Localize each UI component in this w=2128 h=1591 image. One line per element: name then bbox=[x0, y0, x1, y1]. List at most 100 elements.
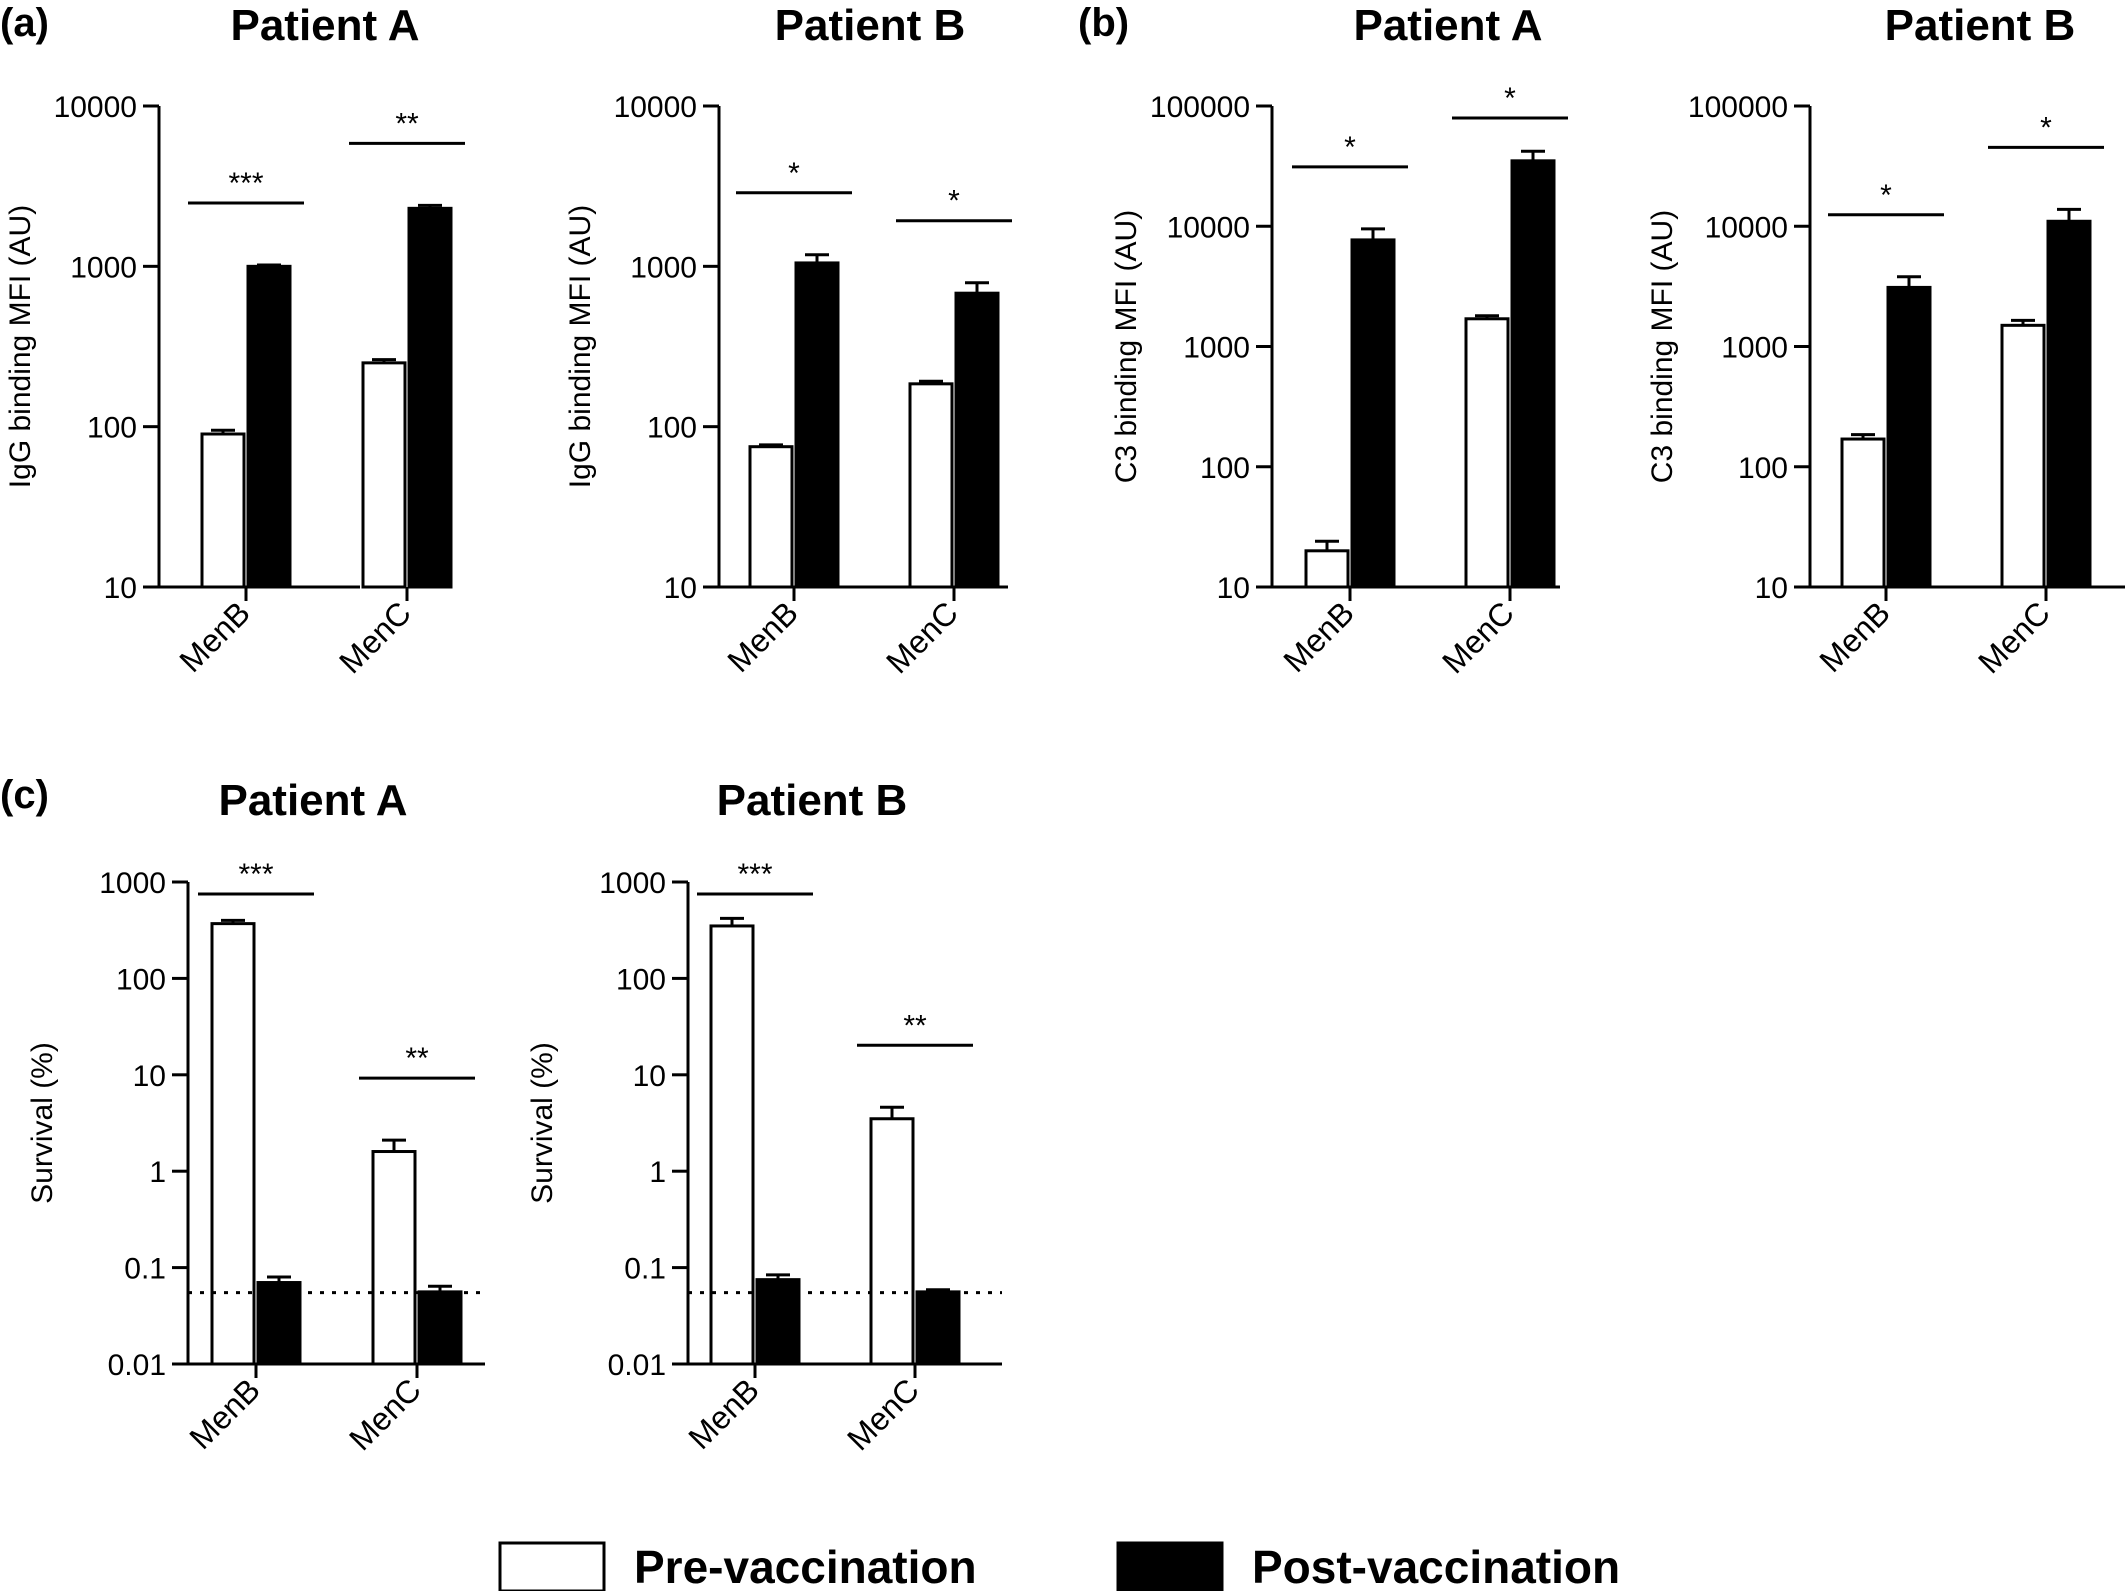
legend-post-label: Post-vaccination bbox=[1252, 1541, 1620, 1591]
category-label: MenC bbox=[332, 594, 418, 680]
y-tick-label: 10 bbox=[133, 1060, 166, 1093]
bar-post-menc bbox=[915, 1290, 961, 1366]
bar-pre-menb bbox=[748, 445, 794, 589]
chart-1: Patient A 10 100 1000 10000 IgG binding MFI (… bbox=[4, 1, 465, 680]
bar-pre-menc bbox=[2000, 323, 2046, 589]
y-tick-label: 10 bbox=[633, 1060, 666, 1093]
category-label: MenB bbox=[182, 1371, 267, 1456]
legend-pre-label: Pre-vaccination bbox=[634, 1541, 977, 1591]
significance-label: ** bbox=[395, 107, 419, 140]
bar-pre-menb bbox=[200, 432, 246, 589]
chart-2: Patient B 10 100 1000 10000 IgG binding MFI (… bbox=[564, 1, 1012, 680]
y-tick-label: 0.1 bbox=[124, 1253, 166, 1286]
bar-pre-menc bbox=[1464, 317, 1510, 589]
y-axis-label: C3 binding MFI (AU) bbox=[1110, 210, 1143, 483]
significance-label: *** bbox=[737, 858, 772, 891]
category-label: MenB bbox=[1812, 594, 1897, 679]
bar-pre-menc bbox=[908, 382, 954, 589]
significance-label: *** bbox=[228, 167, 263, 200]
category-label: MenC bbox=[840, 1371, 926, 1457]
y-tick-label: 10 bbox=[104, 572, 137, 605]
bar-post-menb bbox=[794, 261, 840, 589]
panel-label-a: (a) bbox=[0, 1, 49, 45]
bar-pre-menc bbox=[361, 361, 407, 589]
chart-6: Patient B 0.01 0.1 1 10 100 1000 Survival (%) Me… bbox=[526, 776, 1002, 1457]
bar-post-menc bbox=[2046, 219, 2092, 589]
panel-label-c: (c) bbox=[0, 773, 49, 817]
category-label: MenC bbox=[879, 594, 965, 680]
y-tick-label: 100 bbox=[616, 963, 666, 996]
y-tick-label: 0.01 bbox=[108, 1349, 166, 1382]
chart-title: Patient A bbox=[230, 1, 419, 50]
category-label: MenC bbox=[342, 1371, 428, 1457]
bar-pre-menb bbox=[1840, 437, 1886, 589]
y-tick-label: 1000 bbox=[1721, 332, 1788, 365]
y-tick-label: 100 bbox=[87, 412, 137, 445]
y-axis-label: IgG binding MFI (AU) bbox=[4, 205, 37, 488]
bar-post-menc bbox=[407, 206, 453, 589]
category-label: MenC bbox=[1435, 594, 1521, 680]
significance-label: * bbox=[2040, 111, 2052, 144]
y-tick-label: 1 bbox=[649, 1156, 666, 1189]
y-tick-label: 10000 bbox=[614, 91, 697, 124]
category-label: MenB bbox=[720, 594, 805, 679]
significance-label: *** bbox=[238, 858, 273, 891]
bar-pre-menb bbox=[1304, 549, 1350, 589]
legend-post-swatch bbox=[1116, 1541, 1224, 1591]
y-tick-label: 1 bbox=[149, 1156, 166, 1189]
legend: Pre-vaccination Post-vaccination bbox=[498, 1541, 1620, 1591]
significance-label: * bbox=[948, 185, 960, 218]
bar-post-menc bbox=[954, 291, 1000, 589]
bar-post-menb bbox=[1350, 238, 1396, 589]
y-tick-label: 1000 bbox=[70, 251, 137, 284]
y-tick-label: 100 bbox=[116, 963, 166, 996]
y-axis-label: IgG binding MFI (AU) bbox=[564, 205, 597, 488]
bar-post-menb bbox=[1886, 285, 1932, 589]
y-tick-label: 1000 bbox=[1183, 332, 1250, 365]
category-label: MenB bbox=[681, 1371, 766, 1456]
panel-label-b: (b) bbox=[1078, 1, 1129, 45]
charts: Patient A 10 100 1000 10000 IgG binding MFI (… bbox=[4, 1, 2125, 1457]
significance-label: * bbox=[1344, 131, 1356, 164]
chart-title: Patient A bbox=[1353, 1, 1542, 50]
y-tick-label: 10 bbox=[664, 572, 697, 605]
y-axis-label: C3 binding MFI (AU) bbox=[1646, 210, 1679, 483]
bar-pre-menb bbox=[709, 924, 755, 1366]
chart-title: Patient A bbox=[218, 776, 407, 825]
y-tick-label: 10000 bbox=[54, 91, 137, 124]
y-tick-label: 10 bbox=[1755, 572, 1788, 605]
significance-label: * bbox=[788, 157, 800, 190]
significance-label: ** bbox=[405, 1042, 429, 1075]
y-tick-label: 10000 bbox=[1705, 211, 1788, 244]
bar-post-menc bbox=[417, 1290, 463, 1366]
chart-5: Patient A 0.01 0.1 1 10 100 1000 Survival (%) Me… bbox=[26, 776, 485, 1457]
category-label: MenB bbox=[1276, 594, 1361, 679]
chart-3: Patient A 10 100 1000 10000 100000 C3 binding … bbox=[1110, 1, 1568, 680]
bar-pre-menc bbox=[869, 1117, 915, 1366]
legend-pre-swatch bbox=[498, 1541, 606, 1591]
chart-4: Patient B 10 100 1000 10000 100000 C3 binding … bbox=[1646, 1, 2125, 680]
bar-post-menb bbox=[755, 1278, 801, 1366]
y-tick-label: 1000 bbox=[599, 867, 666, 900]
y-tick-label: 0.1 bbox=[624, 1253, 666, 1286]
y-tick-label: 100 bbox=[647, 412, 697, 445]
significance-label: * bbox=[1880, 179, 1892, 212]
y-tick-label: 100 bbox=[1738, 452, 1788, 485]
bar-post-menc bbox=[1510, 159, 1556, 589]
bar-pre-menb bbox=[210, 922, 256, 1366]
chart-title: Patient B bbox=[717, 776, 908, 825]
bar-post-menb bbox=[246, 264, 292, 589]
y-tick-label: 10000 bbox=[1167, 211, 1250, 244]
significance-label: * bbox=[1504, 82, 1516, 115]
significance-label: ** bbox=[903, 1009, 927, 1042]
category-label: MenC bbox=[1971, 594, 2057, 680]
y-axis-label: Survival (%) bbox=[26, 1042, 59, 1204]
chart-title: Patient B bbox=[775, 1, 966, 50]
y-tick-label: 1000 bbox=[630, 251, 697, 284]
y-tick-label: 1000 bbox=[99, 867, 166, 900]
bar-pre-menc bbox=[371, 1150, 417, 1366]
bar-post-menb bbox=[256, 1281, 302, 1366]
panel-letters: (a) (b) (c) bbox=[0, 1, 1129, 817]
y-tick-label: 100000 bbox=[1150, 91, 1250, 124]
